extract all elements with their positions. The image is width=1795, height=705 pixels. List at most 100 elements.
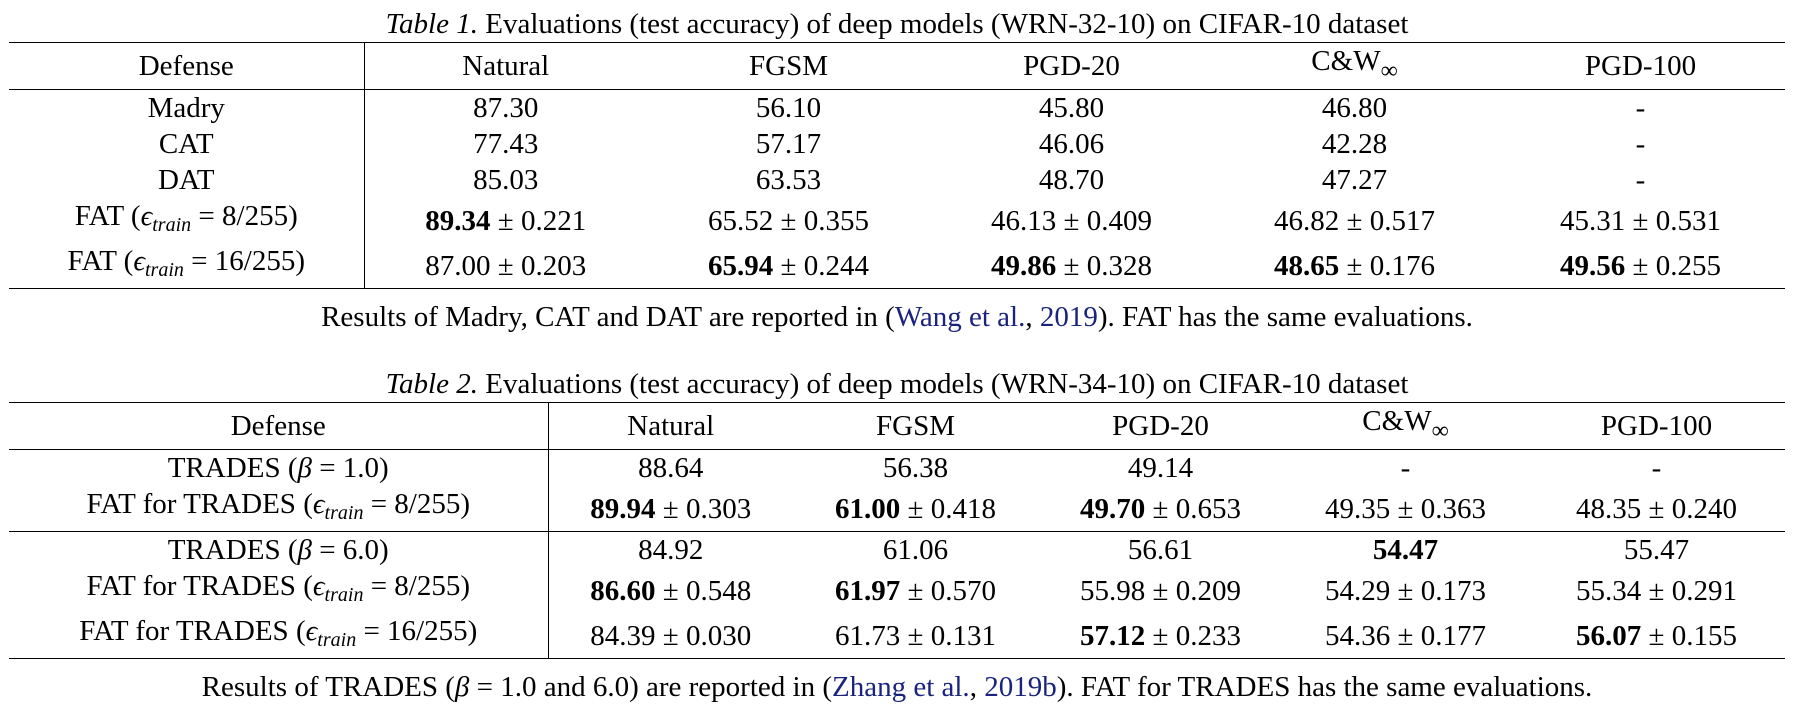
result-cell: 77.43 bbox=[364, 126, 647, 162]
accuracy-value: 61.73 bbox=[835, 619, 901, 652]
std-value: ± 0.570 bbox=[900, 574, 996, 607]
citation-author-link[interactable]: Wang et al. bbox=[894, 301, 1026, 333]
defense-value: = 6.0) bbox=[311, 534, 389, 566]
defense-value: = 16/255) bbox=[183, 245, 305, 277]
std-value: ± 0.355 bbox=[773, 204, 869, 237]
citation-author-link[interactable]: Zhang et al. bbox=[831, 671, 970, 703]
column-header-pgd20: PGD-20 bbox=[1038, 402, 1283, 450]
table-row: FAT for TRADES (ϵtrain = 8/255) 89.94 ± 0… bbox=[9, 486, 1785, 532]
cw-label: C&W bbox=[1362, 405, 1432, 437]
defense-cell: TRADES (β = 1.0) bbox=[9, 449, 549, 486]
table-1-note: Results of Madry, CAT and DAT are report… bbox=[9, 299, 1785, 335]
std-value: ± 0.303 bbox=[655, 492, 752, 525]
epsilon-subscript: train bbox=[324, 502, 364, 524]
result-cell: 87.30 bbox=[364, 90, 647, 127]
std-value: ± 0.255 bbox=[1625, 249, 1721, 282]
result-cell: 85.03 bbox=[364, 162, 647, 198]
result-cell: - bbox=[1496, 126, 1785, 162]
table-2-label: Table 2. bbox=[385, 368, 478, 400]
accuracy-value: 57.12 bbox=[1080, 619, 1146, 652]
accuracy-value: 48.65 bbox=[1274, 249, 1340, 282]
accuracy-value: - bbox=[1635, 164, 1646, 196]
accuracy-value: 48.35 bbox=[1576, 492, 1642, 525]
result-cell: 61.73 ± 0.131 bbox=[793, 613, 1038, 659]
note-separator: , bbox=[969, 671, 985, 703]
result-cell: 47.27 bbox=[1213, 162, 1496, 198]
column-header-pgd100: PGD-100 bbox=[1496, 42, 1785, 90]
std-value: ± 0.209 bbox=[1145, 574, 1241, 607]
accuracy-value: 61.00 bbox=[835, 492, 901, 525]
accuracy-value: 54.36 bbox=[1325, 619, 1391, 652]
epsilon-symbol: ϵ bbox=[312, 488, 325, 520]
std-value: ± 0.173 bbox=[1390, 574, 1486, 607]
result-cell: 63.53 bbox=[647, 162, 930, 198]
table-2-body: TRADES (β = 1.0) 88.64 56.38 49.14- - FAT for… bbox=[9, 449, 1785, 659]
accuracy-value: 55.98 bbox=[1080, 574, 1146, 607]
defense-value: = 16/255) bbox=[356, 615, 478, 647]
accuracy-value: 56.38 bbox=[882, 452, 949, 484]
epsilon-subscript: train bbox=[317, 629, 357, 651]
defense-cell: FAT for TRADES (ϵtrain = 8/255) bbox=[9, 568, 549, 613]
accuracy-value: 45.80 bbox=[1038, 92, 1105, 124]
accuracy-value: 89.34 bbox=[425, 204, 491, 237]
accuracy-value: 57.17 bbox=[755, 128, 822, 160]
std-value: ± 0.363 bbox=[1390, 492, 1486, 525]
table-row: FAT for TRADES (ϵtrain = 8/255) 86.60 ± 0… bbox=[9, 568, 1785, 613]
result-cell: 46.06 bbox=[930, 126, 1213, 162]
defense-value: = 8/255) bbox=[363, 488, 471, 520]
result-cell: 46.82 ± 0.517 bbox=[1213, 198, 1496, 243]
accuracy-value: 84.92 bbox=[638, 534, 704, 566]
defense-prefix: TRADES ( bbox=[167, 534, 298, 566]
result-cell: 89.94 ± 0.303 bbox=[548, 486, 793, 532]
result-cell: 49.14 bbox=[1038, 450, 1283, 487]
result-cell: 86.60 ± 0.548 bbox=[548, 568, 793, 613]
result-cell: 88.64 bbox=[548, 450, 793, 487]
result-cell: 46.13 ± 0.409 bbox=[930, 198, 1213, 243]
citation-year-link[interactable]: 2019 bbox=[1039, 301, 1098, 333]
citation-year-link[interactable]: 2019b bbox=[984, 671, 1057, 703]
note-separator: , bbox=[1025, 301, 1040, 333]
accuracy-value: 46.13 bbox=[991, 204, 1057, 237]
defense-prefix: FAT ( bbox=[74, 200, 141, 232]
epsilon-symbol: ϵ bbox=[133, 245, 145, 277]
std-value: ± 0.548 bbox=[655, 574, 752, 607]
table-row: FAT (ϵtrain = 8/255) 89.34 ± 0.221 65.52 ±… bbox=[9, 198, 1785, 243]
result-cell: 56.07 ± 0.155 bbox=[1528, 613, 1785, 659]
defense-cell: CAT bbox=[9, 126, 365, 162]
table-row: DAT 85.03 63.53 48.70 47.27 - bbox=[9, 162, 1785, 198]
accuracy-value: - bbox=[1651, 452, 1662, 484]
column-header-fgsm: FGSM bbox=[793, 402, 1038, 450]
table-1-header-row: Defense Natural FGSM PGD-20 C&W∞ PGD-100 bbox=[9, 42, 1785, 90]
defense-value: = 8/255) bbox=[363, 570, 471, 602]
table-1-label: Table 1. bbox=[385, 8, 478, 40]
accuracy-value: 46.06 bbox=[1038, 128, 1105, 160]
accuracy-value: 54.29 bbox=[1325, 574, 1391, 607]
accuracy-value: 49.70 bbox=[1080, 492, 1146, 525]
table-row: FAT for TRADES (ϵtrain = 16/255) 84.39 ± … bbox=[9, 613, 1785, 659]
accuracy-value: 77.43 bbox=[473, 128, 539, 160]
result-cell: 48.70 bbox=[930, 162, 1213, 198]
result-cell: 55.47 bbox=[1528, 531, 1785, 568]
table-2-caption: Table 2. Evaluations (test accuracy) of … bbox=[9, 366, 1785, 402]
table-row: Madry 87.30 56.10 45.80 46.80 - bbox=[9, 89, 1785, 127]
epsilon-subscript: train bbox=[152, 214, 192, 236]
epsilon-subscript: train bbox=[145, 259, 184, 281]
table-1-caption: Table 1. Evaluations (test accuracy) of … bbox=[9, 6, 1785, 42]
defense-cell: FAT (ϵtrain = 8/255) bbox=[9, 198, 365, 243]
accuracy-value: 87.30 bbox=[473, 92, 539, 124]
table-2-header-row: Defense Natural FGSM PGD-20 C&W∞ PGD-100 bbox=[9, 402, 1785, 450]
accuracy-value: 42.28 bbox=[1321, 128, 1388, 160]
accuracy-value: 61.06 bbox=[882, 534, 949, 566]
accuracy-value: 88.64 bbox=[638, 452, 704, 484]
accuracy-value: 84.39 bbox=[590, 619, 656, 652]
result-cell: 42.28 bbox=[1213, 126, 1496, 162]
accuracy-value: 87.00 bbox=[425, 249, 491, 282]
epsilon-symbol: ϵ bbox=[140, 200, 153, 232]
result-cell: 49.86 ± 0.328 bbox=[930, 243, 1213, 289]
result-cell: 89.34 ± 0.221 bbox=[364, 198, 647, 243]
note-text: Results of Madry, CAT and DAT are report… bbox=[321, 301, 895, 333]
defense-prefix: FAT for TRADES ( bbox=[86, 570, 313, 602]
defense-cell: FAT for TRADES (ϵtrain = 8/255) bbox=[9, 486, 549, 532]
accuracy-value: 85.03 bbox=[473, 164, 539, 196]
std-value: ± 0.221 bbox=[490, 204, 587, 237]
